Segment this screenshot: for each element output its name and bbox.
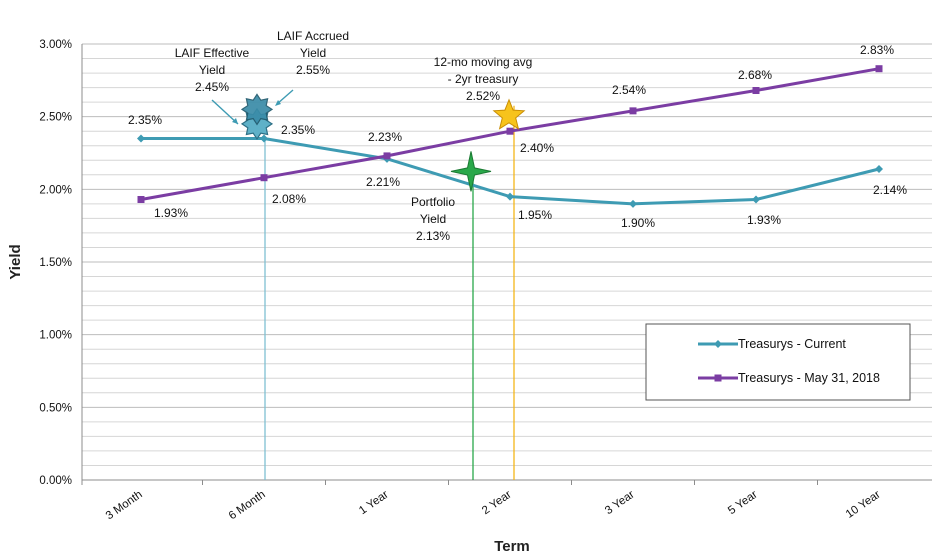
portfolio-yield-label: 2.13% [416, 229, 450, 243]
series-1-data-label: 2.35% [128, 113, 162, 127]
series-1-point [137, 134, 145, 143]
series-1-data-label: 1.93% [747, 213, 781, 227]
series-2-data-label: 2.68% [738, 68, 772, 82]
moving-avg-label: 2.52% [466, 89, 500, 103]
portfolio-yield-label: Portfolio [411, 195, 455, 209]
legend-diamond-icon [714, 340, 722, 348]
legend-entry-label: Treasurys - Current [738, 337, 846, 351]
legend-box [645, 323, 911, 401]
series-2-point [506, 127, 514, 135]
x-tick-label: 3 Month [104, 489, 145, 523]
legend: Treasurys - Current Treasurys - May 31, 2… [645, 323, 911, 401]
annotation-markers [211, 89, 526, 192]
y-tick-label: 2.00% [39, 184, 72, 196]
laif-accrued-label: LAIF Accrued [277, 29, 349, 43]
series-1-point [260, 134, 268, 143]
series-2-point [383, 152, 391, 160]
y-tick-label: 1.00% [39, 330, 72, 342]
series-2-point [137, 196, 145, 204]
moving-avg-label: - 2yr treasury [448, 72, 519, 86]
axes: 0.00% 0.50% 1.00% 1.50% 2.00% 2.50% 3.00% 3 Mon… [39, 39, 932, 523]
portfolio-star-icon [450, 151, 492, 192]
laif-effective-arrowhead [232, 118, 238, 124]
y-tick-label: 0.50% [39, 402, 72, 414]
x-tick-label: 3 Year [603, 489, 637, 518]
laif-accrued-label: Yield [300, 46, 326, 60]
moving-avg-star-icon [492, 98, 526, 130]
laif-effective-label: LAIF Effective [175, 46, 250, 60]
series-2-point [629, 107, 637, 115]
x-tick-label: 2 Year [480, 489, 514, 518]
series-2-data-label: 2.23% [368, 130, 402, 144]
series-2-data-label: 2.83% [860, 43, 894, 57]
legend-square-icon [714, 374, 722, 382]
laif-accrued-arrowhead [275, 100, 281, 106]
x-tick-label: 1 Year [357, 489, 391, 518]
portfolio-yield-label: Yield [420, 212, 446, 226]
series-2-point [875, 65, 883, 73]
series-1-data-label: 2.35% [281, 123, 315, 137]
laif-effective-label: 2.45% [195, 80, 229, 94]
series-2-point [260, 174, 268, 182]
series-2-data-label: 1.93% [154, 206, 188, 220]
x-tick-label: 10 Year [844, 489, 883, 521]
laif-accrued-label: 2.55% [296, 63, 330, 77]
y-tick-label: 0.00% [39, 475, 72, 487]
series-1-point [752, 195, 760, 204]
laif-effective-label: Yield [199, 63, 225, 77]
x-tick-label: 6 Month [227, 489, 268, 523]
series-1-point [875, 164, 883, 173]
series-1-data-label: 1.90% [621, 216, 655, 230]
data-labels: LAIF Effective Yield 2.45% LAIF Accrued Yiel… [128, 29, 907, 243]
series-1-point [506, 192, 514, 201]
y-tick-label: 2.50% [39, 112, 72, 124]
series-2-data-label: 2.40% [520, 141, 554, 155]
laif-accrued-arrow [276, 89, 294, 105]
laif-accrued-star-icon [240, 93, 274, 126]
laif-effective-arrow [211, 99, 239, 125]
annotation-drop-lines [264, 105, 515, 480]
y-tick-label: 3.00% [39, 39, 72, 51]
series-2-data-label: 2.54% [612, 83, 646, 97]
series-2-point [752, 87, 760, 95]
moving-avg-label: 12-mo moving avg [434, 55, 533, 69]
legend-entry-label: Treasurys - May 31, 2018 [738, 371, 880, 385]
x-tick-label: 5 Year [726, 489, 760, 518]
x-axis-title: Term [494, 538, 530, 555]
series-1-point [629, 199, 637, 208]
series-1-data-label: 2.14% [873, 183, 907, 197]
series-lines [137, 65, 883, 208]
y-axis-title: Yield [7, 244, 24, 279]
y-tick-label: 1.50% [39, 257, 72, 269]
series-2-data-label: 2.08% [272, 192, 306, 206]
series-1-data-label: 1.95% [518, 208, 552, 222]
series-1-data-label: 2.21% [366, 175, 400, 189]
